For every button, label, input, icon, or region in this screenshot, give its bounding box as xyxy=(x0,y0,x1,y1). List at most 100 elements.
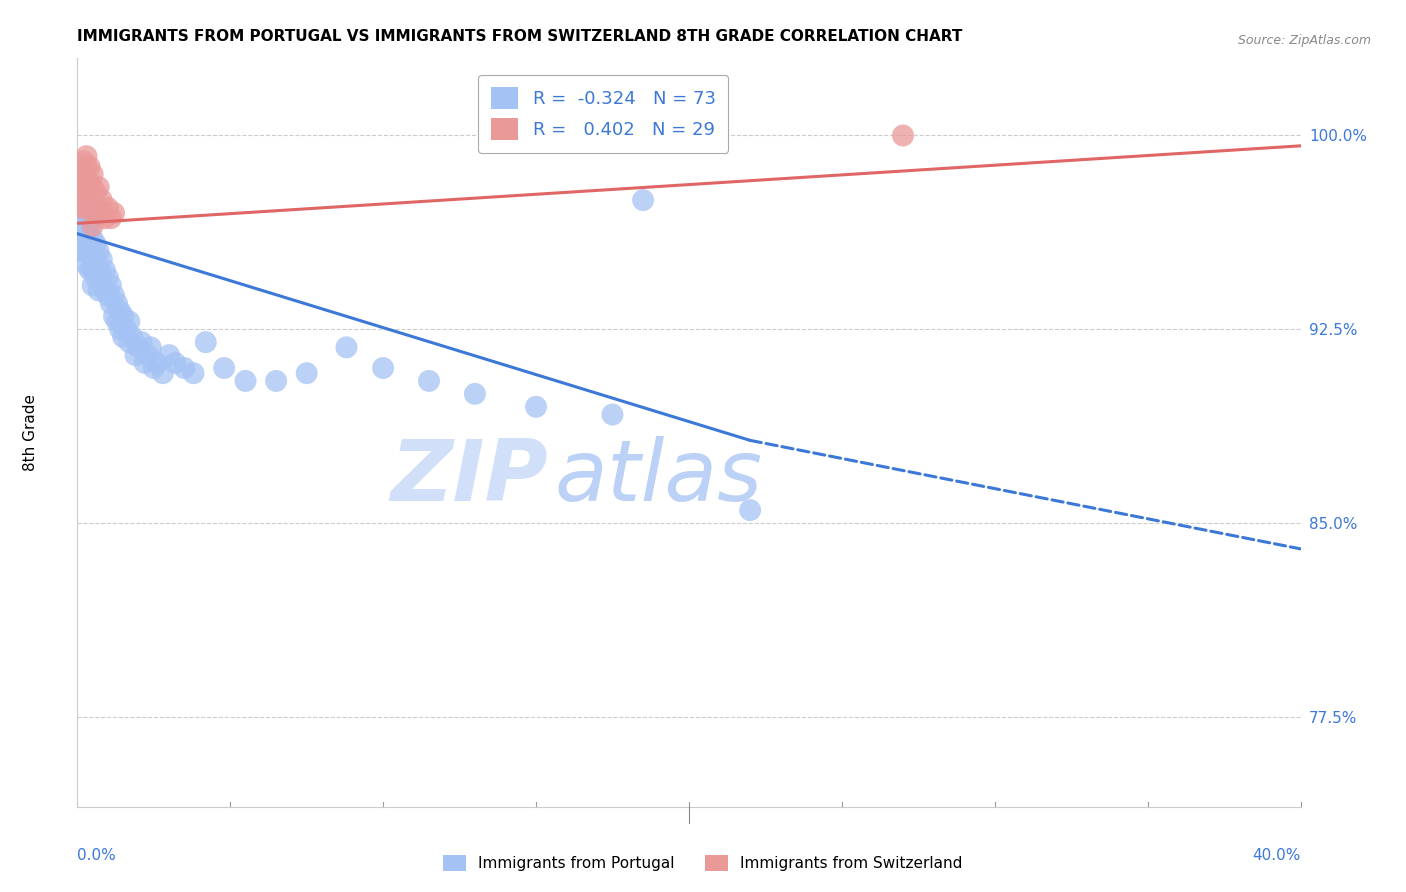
Point xyxy=(524,400,547,414)
Point xyxy=(87,284,110,298)
Point xyxy=(82,201,104,215)
Text: Source: ZipAtlas.com: Source: ZipAtlas.com xyxy=(1237,34,1371,47)
Point xyxy=(146,356,169,370)
Point xyxy=(108,322,131,336)
Text: 0.0%: 0.0% xyxy=(77,848,117,863)
Point xyxy=(124,348,146,362)
Text: ZIP: ZIP xyxy=(391,436,548,519)
Point xyxy=(136,348,159,362)
Point xyxy=(79,160,101,174)
Point xyxy=(97,201,120,215)
Point xyxy=(212,361,235,376)
Point xyxy=(72,227,94,241)
Point xyxy=(602,408,624,422)
Point xyxy=(335,340,357,354)
Text: 8th Grade: 8th Grade xyxy=(24,394,38,471)
Point xyxy=(82,167,104,181)
Point xyxy=(84,237,107,252)
Point xyxy=(94,263,117,277)
Point xyxy=(76,175,98,189)
Point xyxy=(79,244,101,259)
Point xyxy=(118,335,141,350)
Point xyxy=(76,232,98,246)
Point xyxy=(76,258,98,272)
Point xyxy=(295,366,318,380)
Legend: Immigrants from Portugal, Immigrants from Switzerland: Immigrants from Portugal, Immigrants fro… xyxy=(437,849,969,877)
Point xyxy=(90,270,112,285)
Point xyxy=(76,160,98,174)
Point xyxy=(94,211,117,226)
Legend: R =  -0.324   N = 73, R =   0.402   N = 29: R = -0.324 N = 73, R = 0.402 N = 29 xyxy=(478,75,728,153)
Point xyxy=(84,252,107,267)
Point xyxy=(103,206,125,220)
Point xyxy=(142,361,165,376)
Point xyxy=(891,128,914,143)
Point xyxy=(76,149,98,163)
Point xyxy=(76,186,98,200)
Point xyxy=(264,374,287,388)
Point xyxy=(87,201,110,215)
Point xyxy=(112,310,135,324)
Point xyxy=(131,335,153,350)
Point xyxy=(79,175,101,189)
Text: IMMIGRANTS FROM PORTUGAL VS IMMIGRANTS FROM SWITZERLAND 8TH GRADE CORRELATION CH: IMMIGRANTS FROM PORTUGAL VS IMMIGRANTS F… xyxy=(77,29,963,45)
Point xyxy=(90,252,112,267)
Point xyxy=(134,356,156,370)
Point xyxy=(418,374,440,388)
Point xyxy=(69,211,91,226)
Point xyxy=(90,193,112,207)
Text: atlas: atlas xyxy=(554,436,762,519)
Point xyxy=(108,304,131,318)
Point xyxy=(127,340,149,354)
Point xyxy=(76,206,98,220)
Text: 40.0%: 40.0% xyxy=(1253,848,1301,863)
Point xyxy=(87,180,110,194)
Point xyxy=(82,219,104,233)
Point xyxy=(100,278,122,293)
Point xyxy=(69,201,91,215)
Point xyxy=(112,330,135,344)
Point xyxy=(76,201,98,215)
Point xyxy=(115,322,138,336)
Point xyxy=(121,330,143,344)
Point xyxy=(103,288,125,302)
Point xyxy=(79,263,101,277)
Point xyxy=(76,219,98,233)
Point xyxy=(371,361,394,376)
Point xyxy=(152,366,174,380)
Point xyxy=(72,206,94,220)
Point xyxy=(87,244,110,259)
Point xyxy=(105,314,128,328)
Point xyxy=(97,270,120,285)
Point xyxy=(76,244,98,259)
Point xyxy=(82,232,104,246)
Point xyxy=(79,232,101,246)
Point xyxy=(194,335,217,350)
Point xyxy=(100,211,122,226)
Point xyxy=(82,244,104,259)
Point xyxy=(72,193,94,207)
Point xyxy=(72,237,94,252)
Point xyxy=(157,348,180,362)
Point xyxy=(105,296,128,310)
Point xyxy=(82,278,104,293)
Point xyxy=(100,296,122,310)
Point xyxy=(72,154,94,169)
Point xyxy=(586,128,609,143)
Point xyxy=(72,193,94,207)
Point xyxy=(72,167,94,181)
Point xyxy=(69,201,91,215)
Point xyxy=(82,180,104,194)
Point xyxy=(79,219,101,233)
Point xyxy=(69,186,91,200)
Point xyxy=(72,244,94,259)
Point xyxy=(84,270,107,285)
Point xyxy=(118,314,141,328)
Point xyxy=(183,366,205,380)
Point xyxy=(139,340,162,354)
Point xyxy=(97,288,120,302)
Point xyxy=(84,206,107,220)
Point xyxy=(464,387,486,401)
Point xyxy=(94,284,117,298)
Point xyxy=(82,263,104,277)
